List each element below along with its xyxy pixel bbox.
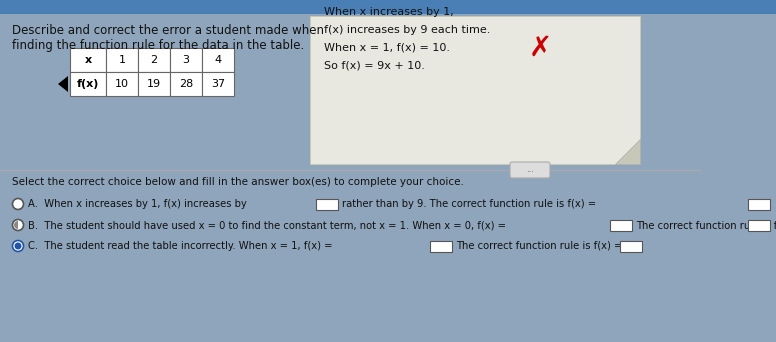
FancyBboxPatch shape — [138, 48, 170, 72]
Text: B.  The student should have used x = 0 to find the constant term, not x = 1. Whe: B. The student should have used x = 0 to… — [28, 220, 506, 230]
Text: x: x — [85, 55, 92, 65]
FancyBboxPatch shape — [620, 240, 642, 251]
Text: 28: 28 — [179, 79, 193, 89]
Text: A.  When x increases by 1, f(x) increases by: A. When x increases by 1, f(x) increases… — [28, 199, 247, 209]
FancyBboxPatch shape — [170, 72, 202, 96]
FancyBboxPatch shape — [748, 220, 770, 231]
Text: finding the function rule for the data in the table.: finding the function rule for the data i… — [12, 39, 304, 53]
Text: f(x) increases by 9 each time.: f(x) increases by 9 each time. — [324, 25, 490, 35]
Text: 1: 1 — [119, 55, 126, 65]
Text: When x increases by 1,: When x increases by 1, — [324, 7, 454, 17]
Text: The correct function rule is f(x) =: The correct function rule is f(x) = — [636, 220, 776, 230]
Text: 10: 10 — [115, 79, 129, 89]
FancyBboxPatch shape — [310, 16, 640, 164]
Text: C.  The student read the table incorrectly. When x = 1, f(x) =: C. The student read the table incorrectl… — [28, 241, 332, 251]
Wedge shape — [14, 221, 18, 229]
Polygon shape — [58, 76, 68, 92]
Circle shape — [12, 198, 23, 210]
Text: Select the correct choice below and fill in the answer box(es) to complete your : Select the correct choice below and fill… — [12, 177, 464, 187]
FancyBboxPatch shape — [748, 198, 770, 210]
Bar — [0, 0, 776, 14]
Text: ✗: ✗ — [528, 34, 552, 62]
FancyBboxPatch shape — [70, 48, 106, 72]
Circle shape — [12, 220, 23, 231]
Text: So f(x) = 9x + 10.: So f(x) = 9x + 10. — [324, 61, 425, 71]
FancyBboxPatch shape — [610, 220, 632, 231]
Text: ...: ... — [526, 166, 534, 174]
FancyBboxPatch shape — [430, 240, 452, 251]
Text: 37: 37 — [211, 79, 225, 89]
FancyBboxPatch shape — [170, 48, 202, 72]
Text: 4: 4 — [214, 55, 222, 65]
Text: rather than by 9. The correct function rule is f(x) =: rather than by 9. The correct function r… — [342, 199, 596, 209]
FancyBboxPatch shape — [510, 162, 550, 178]
Circle shape — [15, 242, 22, 250]
Text: 2: 2 — [151, 55, 158, 65]
Text: 3: 3 — [182, 55, 189, 65]
FancyBboxPatch shape — [106, 48, 138, 72]
Text: f(x): f(x) — [77, 79, 99, 89]
FancyBboxPatch shape — [138, 72, 170, 96]
Polygon shape — [615, 139, 640, 164]
Text: Describe and correct the error a student made when: Describe and correct the error a student… — [12, 24, 324, 37]
Circle shape — [12, 240, 23, 251]
FancyBboxPatch shape — [106, 72, 138, 96]
FancyBboxPatch shape — [202, 72, 234, 96]
FancyBboxPatch shape — [70, 72, 106, 96]
FancyBboxPatch shape — [202, 48, 234, 72]
FancyBboxPatch shape — [316, 198, 338, 210]
Text: 19: 19 — [147, 79, 161, 89]
Text: The correct function rule is f(x) =: The correct function rule is f(x) = — [456, 241, 622, 251]
Text: When x = 1, f(x) = 10.: When x = 1, f(x) = 10. — [324, 43, 450, 53]
